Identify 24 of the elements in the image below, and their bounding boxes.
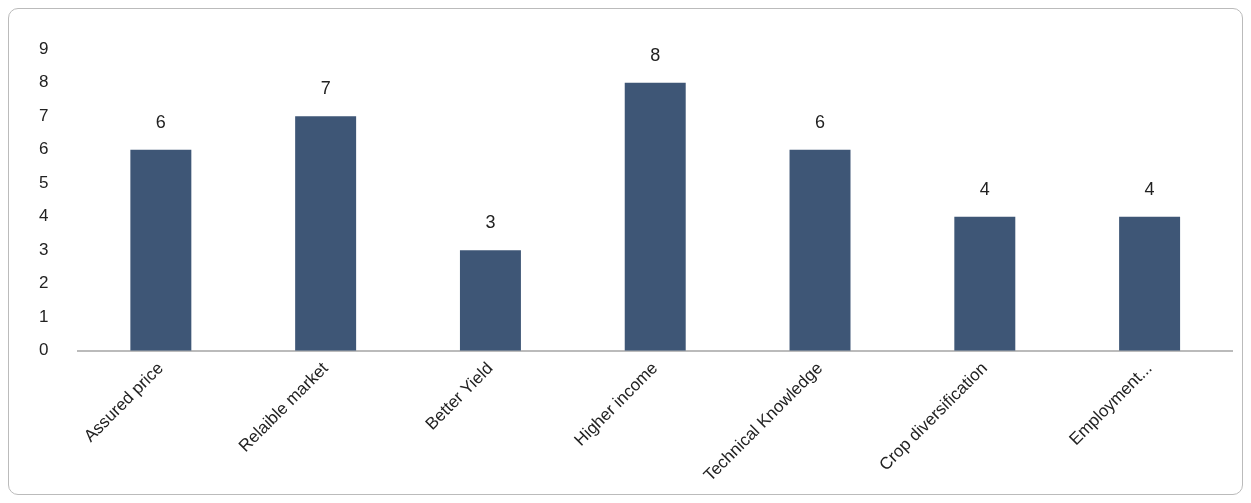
- y-tick-label: 8: [38, 72, 49, 92]
- bar: [624, 82, 686, 351]
- bar: [459, 250, 521, 351]
- y-tick-label: 7: [38, 105, 49, 125]
- y-tick-label: 5: [38, 172, 49, 192]
- data-label: 6: [155, 111, 166, 132]
- y-tick-label: 2: [38, 273, 49, 293]
- y-tick-label: 0: [38, 340, 49, 360]
- data-label: 6: [815, 111, 826, 132]
- bar: [295, 116, 357, 351]
- data-label: 3: [485, 212, 496, 233]
- data-label: 4: [979, 178, 990, 199]
- y-tick-label: 3: [38, 239, 49, 259]
- bar: [954, 216, 1016, 351]
- data-label: 8: [650, 44, 661, 65]
- y-tick-label: 1: [38, 306, 49, 326]
- bar: [130, 149, 192, 351]
- y-tick-label: 4: [38, 206, 49, 226]
- y-tick-label: 9: [38, 38, 49, 58]
- data-label: 4: [1144, 178, 1155, 199]
- bar: [789, 149, 851, 351]
- bar: [1119, 216, 1181, 351]
- data-label: 7: [320, 78, 331, 99]
- y-tick-label: 6: [38, 139, 49, 159]
